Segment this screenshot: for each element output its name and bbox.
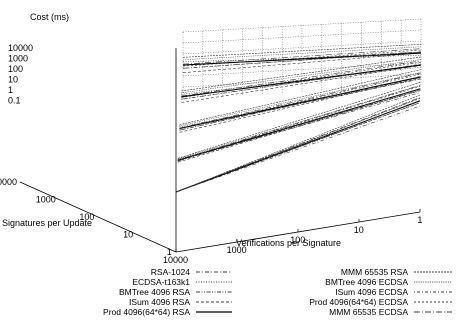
- z-tick-label: 1000: [8, 54, 28, 64]
- surface-line: [177, 82, 421, 159]
- legend-item: MMM 65535 RSA: [341, 267, 452, 277]
- surface-line: [179, 76, 421, 131]
- legend-label: Prod 4096(64*64) ECDSA: [309, 297, 408, 307]
- y-tick-label: 100: [79, 212, 94, 222]
- surface-series: [175, 51, 422, 193]
- legend-item: BMTree 4096 ECDSA: [325, 277, 452, 287]
- y-tick-label: 10: [123, 230, 133, 240]
- surface-line: [182, 46, 422, 61]
- surface-line: [181, 60, 421, 97]
- surface-line: [179, 72, 421, 129]
- surface-line: [177, 88, 421, 161]
- legend-item: ISum 4096 RSA: [129, 297, 232, 307]
- x-tick-label: 10000: [163, 255, 188, 265]
- legend-label: RSA-1024: [151, 267, 190, 277]
- y-tick-label: 10000: [0, 177, 17, 187]
- surface-line: [179, 73, 421, 130]
- y-axis-label: Signatures per Update: [2, 218, 92, 228]
- legend-item: BMTree 4096 RSA: [119, 287, 232, 297]
- y-tick-label: 1000: [36, 195, 56, 205]
- z-gridline: [182, 40, 422, 55]
- surface-line: [179, 72, 421, 127]
- legend-label: BMTree 4096 ECDSA: [325, 277, 408, 287]
- legend-item: Prod 4096(64*64) ECDSA: [309, 297, 452, 307]
- legend-item: MMM 65535 ECDSA: [329, 307, 452, 317]
- surface-line: [179, 69, 421, 125]
- y-axis-line: [19, 181, 177, 253]
- surface-line: [179, 77, 421, 133]
- x-tick-label: 1000: [227, 245, 247, 255]
- surface-line: [182, 44, 422, 58]
- surface-line: [182, 52, 422, 66]
- z-tick-label: 0.1: [8, 96, 21, 106]
- surface-line: [177, 85, 421, 161]
- surface-line: [177, 90, 421, 163]
- surface-line: [175, 105, 421, 193]
- x-tick-label: 10: [354, 225, 364, 235]
- x-tick-label: 100: [290, 235, 305, 245]
- legend-item: ISum 4096 ECDSA: [335, 287, 452, 297]
- surface-line: [179, 77, 421, 131]
- surface-series: [175, 51, 422, 193]
- x-tick-label: 1: [417, 215, 422, 225]
- legend-label: ISum 4096 RSA: [129, 297, 190, 307]
- surface-series: [175, 46, 422, 193]
- x-axis-label: Verifications per Signature: [236, 238, 341, 248]
- surface-series: [175, 55, 422, 193]
- x-ticks: 10000 1000 100 10 1: [163, 209, 422, 265]
- surface-series: [175, 49, 422, 193]
- legend-item: Prod 4096(64*64) RSA: [103, 307, 232, 317]
- surface-line: [181, 59, 421, 94]
- legend-label: MMM 65535 ECDSA: [329, 307, 408, 317]
- legend-item: RSA-1024: [151, 267, 232, 277]
- surface-line: [182, 48, 422, 65]
- surface-line: [181, 56, 421, 92]
- legend-label: ISum 4096 ECDSA: [335, 287, 408, 297]
- surface-series: [175, 44, 422, 193]
- legend-label: MMM 65535 RSA: [341, 267, 408, 277]
- surface-line: [182, 51, 422, 69]
- z-tick-label: 10000: [8, 43, 33, 53]
- surface-line: [177, 89, 421, 162]
- legend-item: ECDSA-t163k1: [132, 277, 232, 287]
- surface-line: [181, 61, 421, 98]
- z-tick-label: 10: [8, 75, 18, 85]
- legend-label: ECDSA-t163k1: [132, 277, 190, 287]
- y-ticks: 10000 1000 100 10 1: [0, 177, 172, 257]
- surface-layer: [175, 44, 422, 193]
- surface-line: [181, 65, 421, 103]
- surface-line: [175, 98, 421, 193]
- surface-line: [175, 94, 421, 193]
- surface-line: [177, 92, 421, 161]
- surface-line: [182, 55, 422, 62]
- y-tick-label: 1: [167, 247, 172, 257]
- surface-series: [175, 48, 422, 193]
- z-axis-label: Cost (ms): [30, 12, 69, 22]
- surface-line: [177, 90, 421, 160]
- surface-series: [175, 52, 422, 193]
- legend-label: Prod 4096(64*64) RSA: [103, 307, 190, 317]
- surface-line: [175, 100, 421, 193]
- z-tick-label: 100: [8, 64, 23, 74]
- surface-line: [181, 63, 421, 100]
- surface-line: [175, 102, 421, 193]
- z-tick-label: 1: [8, 85, 13, 95]
- legend-label: BMTree 4096 RSA: [119, 287, 190, 297]
